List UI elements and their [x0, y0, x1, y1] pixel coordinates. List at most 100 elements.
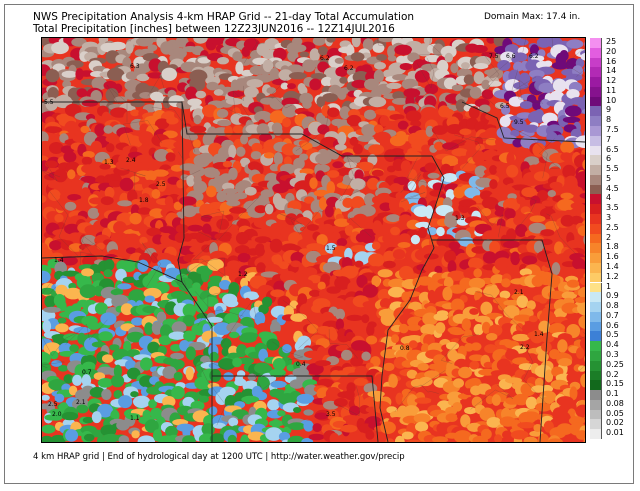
- precip-cell: [513, 52, 528, 62]
- precip-cell: [217, 57, 229, 65]
- precip-cell: [562, 164, 576, 179]
- precip-cell: [91, 76, 107, 90]
- precip-cell: [392, 74, 409, 81]
- precip-cell: [76, 404, 89, 414]
- legend-label: 14: [606, 66, 617, 76]
- legend-swatch: [590, 360, 602, 371]
- county-line: [243, 38, 258, 64]
- precip-cell: [576, 302, 585, 316]
- legend-swatch: [590, 272, 602, 283]
- precip-cell: [130, 391, 139, 398]
- precip-cell: [510, 251, 521, 266]
- point-value-label: 2.0: [52, 411, 62, 418]
- precip-cell: [436, 226, 445, 237]
- legend-swatch: [590, 321, 602, 332]
- precip-cell: [440, 45, 457, 59]
- precip-cell: [501, 278, 511, 288]
- precip-cell: [552, 78, 567, 93]
- precip-cell: [540, 229, 555, 237]
- precip-cell: [232, 51, 243, 62]
- county-line: [546, 213, 577, 255]
- precip-cell: [410, 234, 420, 245]
- precip-cell: [548, 166, 562, 177]
- precip-cell: [171, 321, 187, 334]
- precip-cell: [131, 430, 140, 439]
- precip-cell: [549, 323, 566, 335]
- precip-cell: [124, 135, 143, 149]
- precip-cell: [424, 54, 441, 63]
- legend-label: 8: [606, 115, 612, 125]
- precip-cell: [415, 421, 429, 432]
- legend-swatch: [590, 311, 602, 322]
- precip-cell: [210, 38, 225, 46]
- precip-cell: [316, 378, 334, 388]
- precip-cell: [481, 89, 494, 100]
- precip-cell: [61, 270, 80, 277]
- precip-cell: [80, 125, 90, 134]
- legend-label: 0.1: [606, 389, 619, 399]
- precip-cell: [157, 179, 167, 192]
- precip-cell: [584, 414, 585, 418]
- legend-item: 0.02: [590, 418, 630, 430]
- precip-cell: [547, 290, 566, 300]
- precip-cell: [57, 317, 67, 324]
- precip-cell: [388, 278, 406, 289]
- precip-cell: [423, 253, 439, 260]
- legend-swatch: [590, 399, 602, 410]
- legend-label: 25: [606, 37, 617, 46]
- precip-cell: [42, 270, 51, 284]
- precip-cell: [76, 88, 88, 98]
- precip-cell: [288, 422, 306, 431]
- precip-cell: [435, 245, 448, 256]
- precip-cell: [42, 394, 50, 401]
- precip-cell: [287, 50, 299, 62]
- precip-cell: [117, 283, 132, 290]
- precip-cell: [45, 126, 62, 134]
- precip-cell: [96, 242, 105, 250]
- precip-cell: [165, 152, 176, 162]
- precip-cell: [110, 107, 128, 118]
- precip-cell: [366, 323, 375, 337]
- precip-cell: [309, 78, 322, 91]
- legend-label: 5.5: [606, 164, 619, 174]
- precip-cell: [579, 328, 585, 338]
- legend-item: 0.8: [590, 301, 630, 312]
- precip-cell: [546, 252, 559, 262]
- county-line: [174, 280, 195, 300]
- county-line: [431, 127, 495, 152]
- county-line: [147, 75, 169, 110]
- precip-cell: [277, 295, 291, 309]
- precip-cell: [391, 334, 400, 343]
- legend-label: 2: [606, 232, 612, 242]
- county-line: [377, 38, 385, 46]
- precip-cell: [578, 387, 585, 395]
- precip-cell: [53, 168, 68, 183]
- precip-cell: [534, 109, 544, 121]
- precip-cell: [499, 115, 511, 128]
- precip-cell: [374, 342, 387, 351]
- legend-label: 7.5: [606, 125, 619, 135]
- legend-label: 0.01: [606, 428, 624, 438]
- precip-cell: [349, 136, 359, 146]
- precip-cell: [277, 410, 286, 417]
- precip-cell: [366, 335, 378, 345]
- precip-cell: [94, 302, 108, 315]
- legend-label: 4.5: [606, 183, 619, 193]
- precip-cell: [485, 137, 498, 146]
- precip-cell: [342, 197, 354, 208]
- county-line: [42, 360, 65, 368]
- precip-cell: [79, 284, 97, 299]
- precip-cell: [147, 44, 158, 52]
- county-line: [178, 151, 201, 180]
- precip-cell: [556, 396, 574, 407]
- precip-cell: [354, 365, 368, 377]
- county-line: [346, 156, 363, 177]
- precip-cell: [434, 141, 444, 151]
- precip-cell: [75, 198, 89, 207]
- precip-cell: [224, 299, 239, 308]
- precip-cell: [361, 162, 374, 170]
- precip-cell: [481, 428, 492, 440]
- precip-cell: [278, 431, 291, 442]
- county-line: [80, 239, 92, 265]
- precip-cell: [414, 397, 432, 404]
